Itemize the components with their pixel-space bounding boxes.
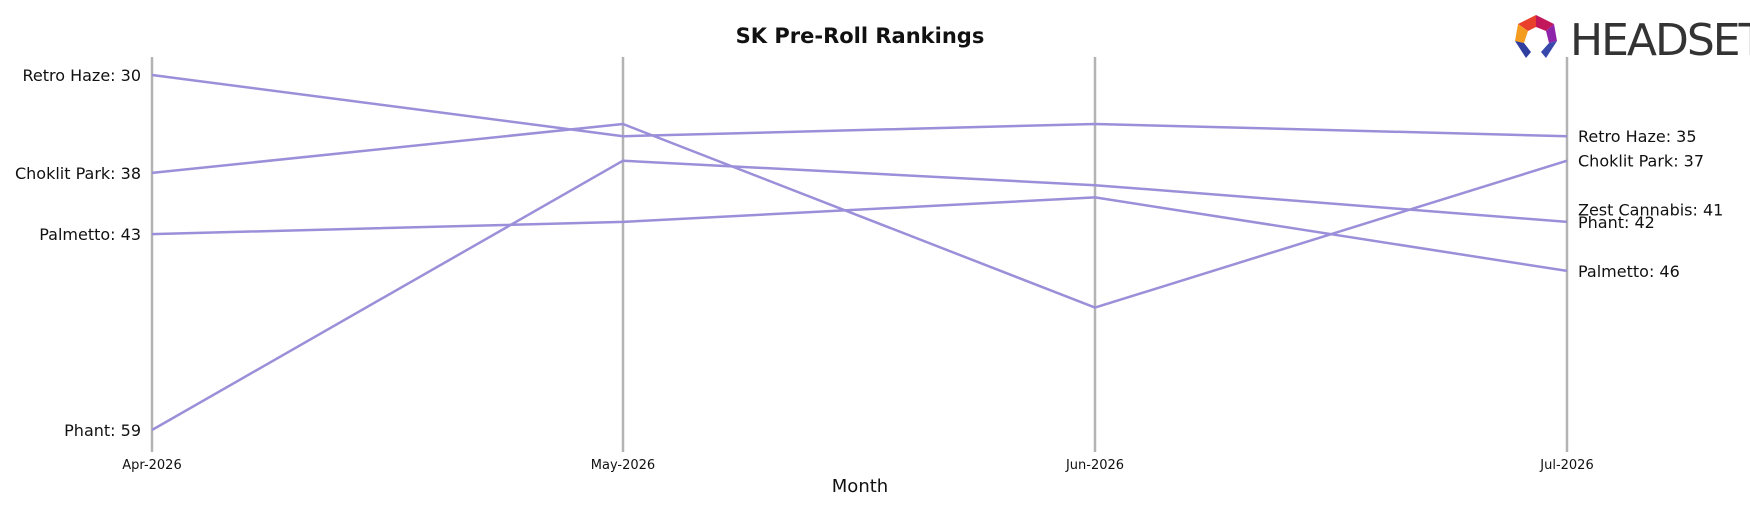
headset-logo-mark-icon bbox=[1515, 15, 1557, 58]
series-lines bbox=[151, 73, 1568, 432]
x-axis-label: Month bbox=[832, 476, 888, 497]
headset-logo: HEADSET bbox=[1515, 15, 1750, 66]
chart-title: SK Pre-Roll Rankings bbox=[736, 24, 985, 48]
x-tick-may-2026: May-2026 bbox=[591, 458, 655, 473]
logo-segment-2 bbox=[1536, 15, 1554, 31]
x-tick-jul-2026: Jul-2026 bbox=[1539, 458, 1593, 473]
left-label-phant: Phant: 59 bbox=[64, 421, 141, 440]
right-label-choklit-park: Choklit Park: 37 bbox=[1578, 152, 1704, 171]
left-label-retro-haze: Retro Haze: 30 bbox=[22, 66, 141, 85]
logo-wordmark: HEADSET bbox=[1570, 15, 1750, 66]
right-label-retro-haze: Retro Haze: 35 bbox=[1578, 127, 1697, 146]
left-label-palmetto: Palmetto: 43 bbox=[39, 225, 141, 244]
logo-segment-3 bbox=[1546, 24, 1557, 43]
logo-segment-4 bbox=[1515, 41, 1531, 58]
left-label-choklit-park: Choklit Park: 38 bbox=[15, 164, 141, 183]
logo-segment-0 bbox=[1518, 15, 1536, 31]
logo-segment-5 bbox=[1541, 41, 1557, 58]
x-tick-jun-2026: Jun-2026 bbox=[1065, 458, 1124, 473]
right-label-phant: Phant: 42 bbox=[1578, 213, 1655, 232]
logo-segment-1 bbox=[1515, 24, 1528, 43]
series-line-phant bbox=[151, 159, 1568, 432]
x-tick-apr-2026: Apr-2026 bbox=[122, 458, 181, 473]
right-label-zest-cannabis: Zest Cannabis: 41 bbox=[1578, 201, 1723, 220]
series-line-retro-haze bbox=[151, 73, 1568, 138]
series-line-choklit-park bbox=[151, 122, 1568, 309]
right-label-palmetto: Palmetto: 46 bbox=[1578, 262, 1680, 281]
month-grid bbox=[150, 57, 1569, 452]
left-rank-labels: Retro Haze: 30 Choklit Park: 38 Palmetto: … bbox=[15, 66, 141, 440]
right-rank-labels: Retro Haze: 35 Choklit Park: 37 Zest Canna… bbox=[1578, 127, 1723, 281]
x-tick-labels: Apr-2026 May-2026 Jun-2026 Jul-2026 bbox=[122, 458, 1593, 473]
series-line-palmetto bbox=[151, 196, 1568, 273]
